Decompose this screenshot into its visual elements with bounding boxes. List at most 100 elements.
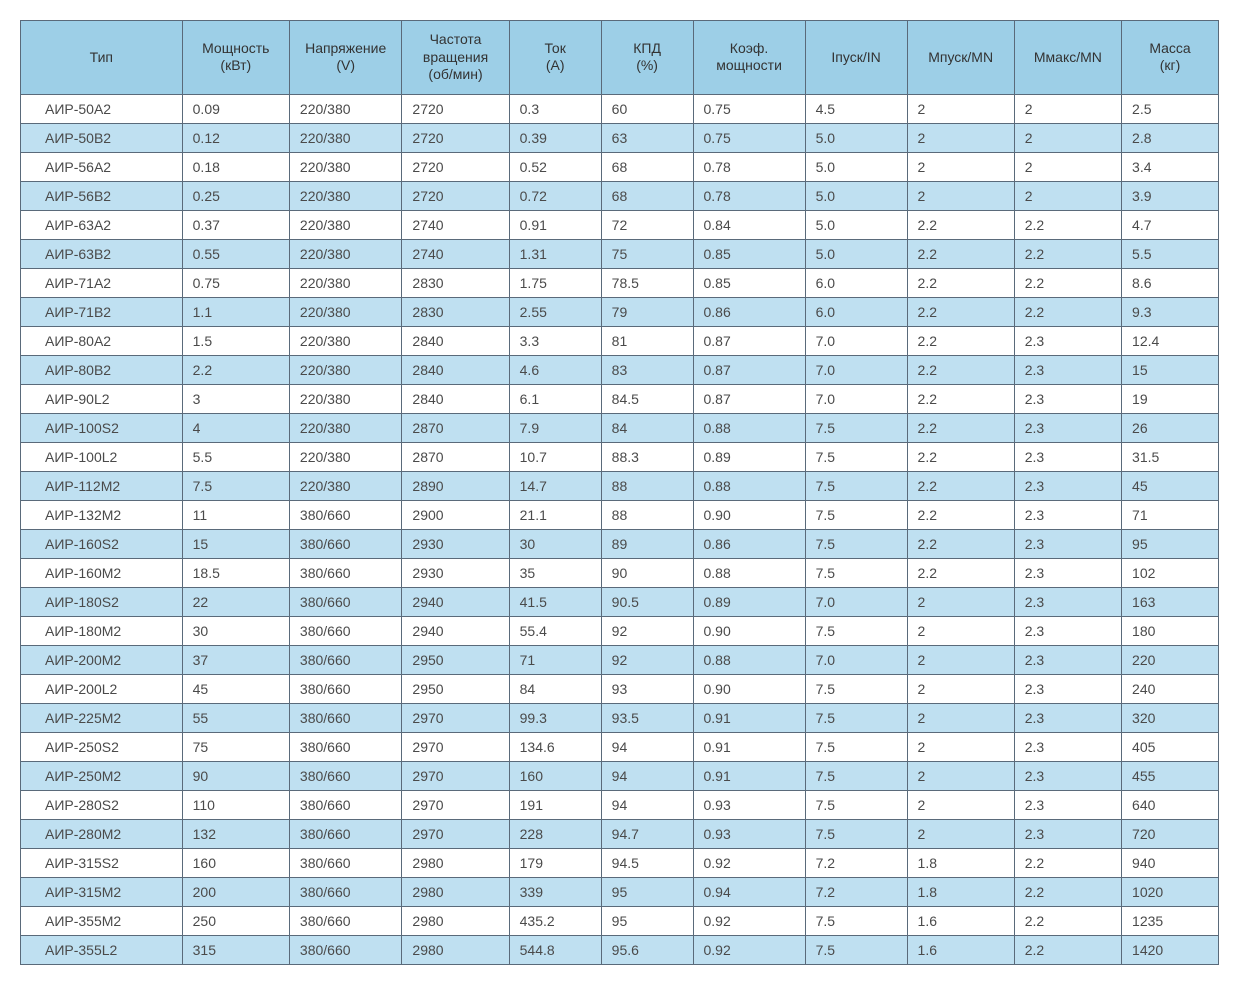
table-cell: 2.2 — [1014, 239, 1121, 268]
table-cell: 1235 — [1122, 906, 1219, 935]
column-header: Мощность(кВт) — [182, 21, 289, 95]
table-cell: АИР-315S2 — [21, 848, 183, 877]
table-cell: 55 — [182, 703, 289, 732]
table-cell: 220/380 — [289, 152, 402, 181]
table-cell: 0.52 — [509, 152, 601, 181]
table-cell: 84 — [601, 413, 693, 442]
table-cell: 72 — [601, 210, 693, 239]
table-row: АИР-100L25.5220/380287010.788.30.897.52.… — [21, 442, 1219, 471]
table-cell: 7.0 — [805, 384, 907, 413]
table-body: АИР-50А20.09220/38027200.3600.754.5222.5… — [21, 94, 1219, 964]
table-cell: 380/660 — [289, 732, 402, 761]
table-cell: 14.7 — [509, 471, 601, 500]
table-row: АИР-63А20.37220/38027400.91720.845.02.22… — [21, 210, 1219, 239]
table-cell: 220/380 — [289, 239, 402, 268]
table-cell: 0.85 — [693, 239, 805, 268]
table-cell: 0.88 — [693, 471, 805, 500]
table-cell: 2 — [907, 703, 1014, 732]
table-cell: 0.90 — [693, 674, 805, 703]
table-row: АИР-90L23220/38028406.184.50.877.02.22.3… — [21, 384, 1219, 413]
table-cell: 2.2 — [907, 384, 1014, 413]
table-cell: 1420 — [1122, 935, 1219, 964]
table-cell: АИР-160S2 — [21, 529, 183, 558]
table-cell: 0.89 — [693, 587, 805, 616]
table-cell: 2 — [1014, 94, 1121, 123]
table-cell: 45 — [182, 674, 289, 703]
table-cell: 250 — [182, 906, 289, 935]
table-row: АИР-71В21.1220/38028302.55790.866.02.22.… — [21, 297, 1219, 326]
table-cell: 2 — [907, 761, 1014, 790]
table-cell: 220/380 — [289, 384, 402, 413]
table-cell: 2.3 — [1014, 587, 1121, 616]
table-cell: АИР-315M2 — [21, 877, 183, 906]
table-cell: АИР-200L2 — [21, 674, 183, 703]
table-cell: 7.5 — [805, 935, 907, 964]
table-cell: 2900 — [402, 500, 509, 529]
table-cell: 2 — [907, 587, 1014, 616]
table-cell: 5.0 — [805, 152, 907, 181]
table-cell: 2.2 — [907, 210, 1014, 239]
table-row: АИР-180M230380/660294055.4920.907.522.31… — [21, 616, 1219, 645]
table-cell: 11 — [182, 500, 289, 529]
table-cell: 240 — [1122, 674, 1219, 703]
table-cell: 12.4 — [1122, 326, 1219, 355]
table-cell: 2 — [1014, 181, 1121, 210]
table-cell: АИР-50А2 — [21, 94, 183, 123]
table-cell: 2970 — [402, 819, 509, 848]
table-cell: 405 — [1122, 732, 1219, 761]
table-cell: 163 — [1122, 587, 1219, 616]
table-cell: 2720 — [402, 94, 509, 123]
table-cell: АИР-100L2 — [21, 442, 183, 471]
table-cell: 0.86 — [693, 529, 805, 558]
table-cell: 1.1 — [182, 297, 289, 326]
table-cell: 640 — [1122, 790, 1219, 819]
table-cell: 2840 — [402, 355, 509, 384]
table-cell: 7.5 — [805, 558, 907, 587]
table-cell: 19 — [1122, 384, 1219, 413]
table-cell: АИР-56А2 — [21, 152, 183, 181]
table-cell: 0.55 — [182, 239, 289, 268]
table-cell: 2.2 — [907, 500, 1014, 529]
table-cell: 2.55 — [509, 297, 601, 326]
table-cell: 3.3 — [509, 326, 601, 355]
table-cell: 0.91 — [693, 732, 805, 761]
table-cell: 5.5 — [182, 442, 289, 471]
table-row: АИР-63В20.55220/38027401.31750.855.02.22… — [21, 239, 1219, 268]
table-cell: 940 — [1122, 848, 1219, 877]
table-cell: 0.87 — [693, 355, 805, 384]
table-cell: АИР-63В2 — [21, 239, 183, 268]
table-cell: 93 — [601, 674, 693, 703]
table-cell: 1.31 — [509, 239, 601, 268]
table-cell: 180 — [1122, 616, 1219, 645]
table-cell: 220/380 — [289, 355, 402, 384]
table-cell: 84 — [509, 674, 601, 703]
table-cell: 0.92 — [693, 906, 805, 935]
table-cell: 21.1 — [509, 500, 601, 529]
table-cell: АИР-250M2 — [21, 761, 183, 790]
table-cell: АИР-132M2 — [21, 500, 183, 529]
table-cell: 0.75 — [182, 268, 289, 297]
table-row: АИР-56А20.18220/38027200.52680.785.0223.… — [21, 152, 1219, 181]
table-cell: 2 — [907, 616, 1014, 645]
table-cell: 2.2 — [1014, 268, 1121, 297]
table-cell: 93.5 — [601, 703, 693, 732]
table-cell: 1.8 — [907, 848, 1014, 877]
table-cell: АИР-71В2 — [21, 297, 183, 326]
table-cell: 2.3 — [1014, 761, 1121, 790]
table-row: АИР-200M237380/660295071920.887.022.3220 — [21, 645, 1219, 674]
table-row: АИР-200L245380/660295084930.907.522.3240 — [21, 674, 1219, 703]
table-cell: 94 — [601, 790, 693, 819]
table-cell: 2970 — [402, 761, 509, 790]
table-cell: 15 — [182, 529, 289, 558]
table-cell: АИР-90L2 — [21, 384, 183, 413]
table-cell: 88.3 — [601, 442, 693, 471]
table-cell: 2740 — [402, 239, 509, 268]
table-cell: 10.7 — [509, 442, 601, 471]
table-cell: 0.37 — [182, 210, 289, 239]
table-cell: 720 — [1122, 819, 1219, 848]
table-cell: 380/660 — [289, 529, 402, 558]
table-cell: 2.3 — [1014, 790, 1121, 819]
table-cell: 220/380 — [289, 181, 402, 210]
table-row: АИР-250S275380/6602970134.6940.917.522.3… — [21, 732, 1219, 761]
table-cell: 220/380 — [289, 268, 402, 297]
